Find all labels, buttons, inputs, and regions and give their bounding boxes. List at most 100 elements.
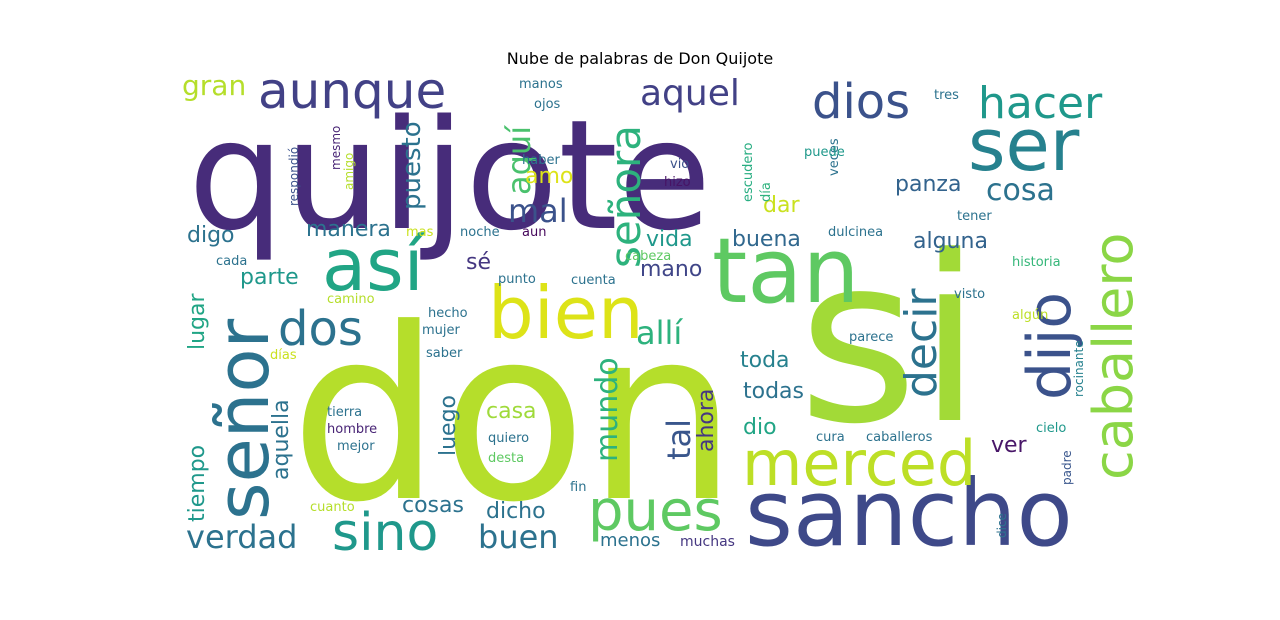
cloud-word: día: [759, 182, 774, 202]
cloud-word: cabeza: [625, 249, 671, 264]
cloud-word: dio: [743, 415, 777, 440]
cloud-word: casa: [486, 399, 537, 424]
cloud-word: cosas: [402, 493, 464, 518]
cloud-word: gran: [182, 69, 246, 102]
cloud-word: dar: [763, 193, 800, 218]
cloud-word: ahora: [694, 389, 719, 452]
cloud-word: respondió: [287, 147, 301, 206]
cloud-word: dos: [278, 301, 363, 357]
cloud-word: sancho: [745, 460, 1073, 567]
cloud-word: caballero: [1082, 233, 1145, 480]
cloud-word: vida: [646, 227, 693, 252]
cloud-word: cura: [816, 430, 845, 445]
cloud-word: aunque: [258, 62, 446, 120]
cloud-word: digo: [187, 223, 235, 248]
cloud-word: mano: [640, 257, 702, 282]
cloud-word: hecho: [428, 306, 468, 321]
cloud-word: cuenta: [571, 273, 616, 288]
cloud-word: dulcinea: [828, 225, 883, 240]
cloud-word: alguna: [913, 229, 988, 254]
cloud-word: cosa: [986, 173, 1055, 208]
cloud-word: escudero: [741, 143, 756, 202]
cloud-word: dijo: [1015, 292, 1085, 400]
cloud-word: mundo: [590, 357, 625, 462]
cloud-word: manera: [306, 217, 391, 242]
cloud-word: decir: [896, 288, 947, 398]
cloud-word: verdad: [186, 518, 297, 556]
cloud-word: si: [798, 208, 982, 475]
cloud-word: lugar: [185, 292, 210, 350]
cloud-word: cuanto: [310, 500, 355, 515]
cloud-word: amigo: [342, 153, 356, 190]
cloud-word: aquella: [269, 399, 294, 480]
cloud-word: manos: [519, 77, 563, 92]
cloud-word: dicho: [486, 499, 546, 524]
cloud-word: veces: [827, 138, 842, 176]
cloud-word: sé: [466, 250, 491, 275]
cloud-word: muchas: [680, 534, 735, 550]
cloud-word: bien: [488, 271, 644, 355]
cloud-word: ser: [968, 103, 1080, 187]
cloud-word: tierra: [327, 405, 362, 420]
cloud-word: dice: [995, 513, 1009, 538]
cloud-word: hizo: [664, 175, 691, 190]
cloud-word: mejor: [337, 439, 375, 454]
cloud-word: menos: [600, 530, 660, 551]
cloud-word: hombre: [327, 422, 377, 437]
cloud-word: mesmo: [329, 126, 343, 170]
cloud-word: panza: [895, 172, 961, 197]
cloud-word: padre: [1060, 450, 1074, 485]
cloud-word: saber: [426, 346, 463, 361]
cloud-word: tener: [957, 209, 992, 224]
cloud-word: puesto: [397, 121, 427, 210]
cloud-word: noche: [460, 225, 500, 240]
chart-title: Nube de palabras de Don Quijote: [506, 49, 774, 68]
cloud-word: ver: [991, 433, 1028, 458]
cloud-word: parece: [849, 330, 893, 345]
cloud-word: días: [270, 348, 297, 363]
cloud-word: cielo: [1036, 421, 1066, 436]
cloud-word: vio: [670, 157, 689, 172]
cloud-word: puede: [804, 145, 845, 160]
cloud-word: buen: [478, 518, 559, 556]
cloud-word: quiero: [488, 431, 529, 446]
cloud-word: pues: [588, 479, 723, 544]
cloud-word: caballeros: [866, 430, 933, 445]
cloud-word: visto: [954, 287, 985, 302]
cloud-word: tiempo: [185, 445, 210, 522]
cloud-word: cada: [216, 254, 247, 269]
cloud-word: luego: [436, 395, 461, 456]
cloud-word: algún: [1012, 308, 1048, 323]
cloud-word: tres: [934, 88, 959, 103]
cloud-word: señor: [201, 319, 285, 520]
cloud-word: rocinante: [1072, 340, 1086, 397]
cloud-word: todas: [743, 379, 804, 404]
cloud-word: camino: [327, 292, 375, 307]
cloud-word: toda: [740, 348, 790, 373]
cloud-word: amo: [525, 164, 573, 189]
cloud-word: don: [290, 278, 738, 555]
cloud-word: hacer: [978, 78, 1103, 129]
cloud-word: señora: [601, 125, 650, 268]
cloud-word: tan: [712, 219, 859, 324]
cloud-word: dios: [812, 74, 910, 130]
cloud-word: buena: [732, 227, 801, 252]
cloud-word: mas: [406, 225, 434, 240]
cloud-word: haber: [522, 153, 560, 168]
cloud-word: parte: [240, 265, 299, 290]
cloud-word: historia: [1012, 255, 1061, 270]
cloud-word: tal: [660, 419, 698, 460]
cloud-word: ojos: [534, 97, 561, 112]
cloud-word: quijote: [188, 87, 711, 264]
cloud-word: sino: [332, 503, 438, 563]
cloud-word: aquel: [640, 73, 740, 114]
cloud-word: desta: [488, 451, 524, 466]
cloud-word: allí: [636, 314, 683, 352]
cloud-word: mujer: [422, 323, 461, 338]
cloud-word: mal: [508, 192, 568, 230]
cloud-word: aquí: [500, 125, 538, 195]
cloud-word: merced: [742, 427, 976, 500]
cloud-word: así: [322, 223, 426, 307]
cloud-word: fin: [570, 480, 586, 495]
